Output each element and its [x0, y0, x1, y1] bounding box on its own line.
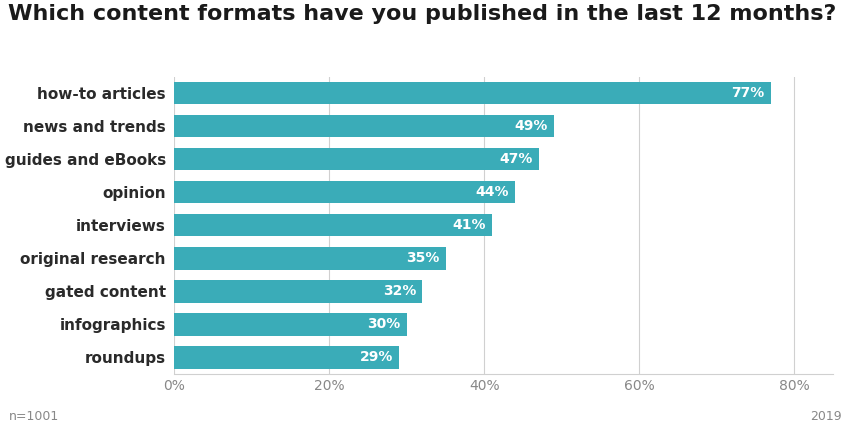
Bar: [174, 313, 407, 336]
Text: n=1001: n=1001: [8, 410, 59, 423]
Text: 29%: 29%: [360, 351, 393, 365]
Bar: [174, 280, 422, 303]
Text: 49%: 49%: [514, 119, 547, 133]
Text: 77%: 77%: [732, 86, 765, 100]
Text: Which content formats have you published in the last 12 months?: Which content formats have you published…: [8, 4, 837, 24]
Text: 35%: 35%: [406, 251, 439, 265]
Bar: [174, 148, 539, 170]
Bar: [174, 214, 492, 236]
Text: 30%: 30%: [367, 317, 400, 332]
Bar: [174, 82, 771, 104]
Text: 2019: 2019: [810, 410, 842, 423]
Text: 47%: 47%: [499, 152, 532, 166]
Bar: [174, 115, 554, 137]
Text: 41%: 41%: [452, 218, 486, 232]
Text: 44%: 44%: [475, 185, 509, 199]
Bar: [174, 247, 445, 269]
Bar: [174, 346, 399, 369]
Bar: [174, 181, 515, 204]
Text: 32%: 32%: [382, 284, 416, 298]
